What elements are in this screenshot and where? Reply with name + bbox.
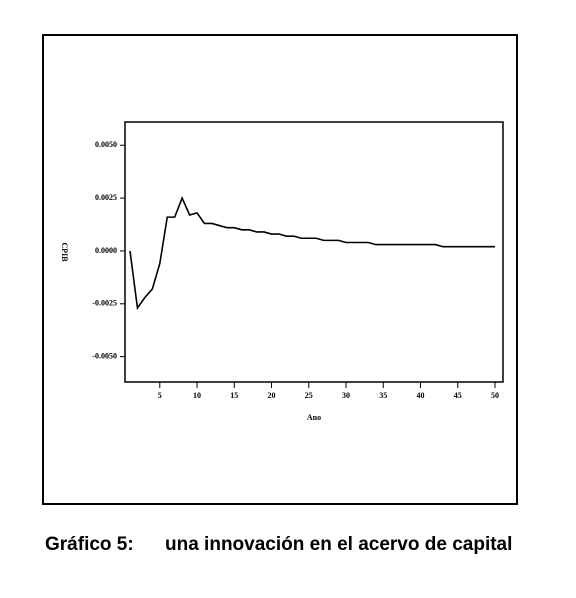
x-tick-label: 40: [417, 391, 425, 400]
x-tick-label: 45: [454, 391, 462, 400]
x-tick-label: 5: [158, 391, 162, 400]
caption-number: Gráfico 5:: [45, 534, 134, 555]
x-tick-label: 35: [379, 391, 387, 400]
x-tick-label: 15: [230, 391, 238, 400]
y-tick-label: -0.0025: [92, 299, 117, 308]
y-tick-label: 0.0000: [95, 246, 117, 255]
chart: Ano CPIB 0.0050 0.0025 0.0000 -0.0025 -0.005…: [42, 34, 518, 505]
x-tick-label: 50: [491, 391, 499, 400]
y-tick-label: -0.0050: [92, 351, 117, 360]
y-tick-label: 0.0025: [95, 193, 117, 202]
caption-text: una innovación en el acervo de capital: [165, 534, 513, 555]
frame: [42, 34, 518, 505]
x-tick-label: 30: [342, 391, 350, 400]
x-tick-label: 10: [193, 391, 201, 400]
x-tick-label: 25: [305, 391, 313, 400]
y-tick-label: 0.0050: [95, 140, 117, 149]
x-tick-label: 20: [268, 391, 276, 400]
x-axis-label: Ano: [307, 413, 321, 422]
plot-area: [124, 121, 504, 383]
series-line: [129, 196, 495, 311]
y-axis-label: CPIB: [60, 242, 69, 262]
